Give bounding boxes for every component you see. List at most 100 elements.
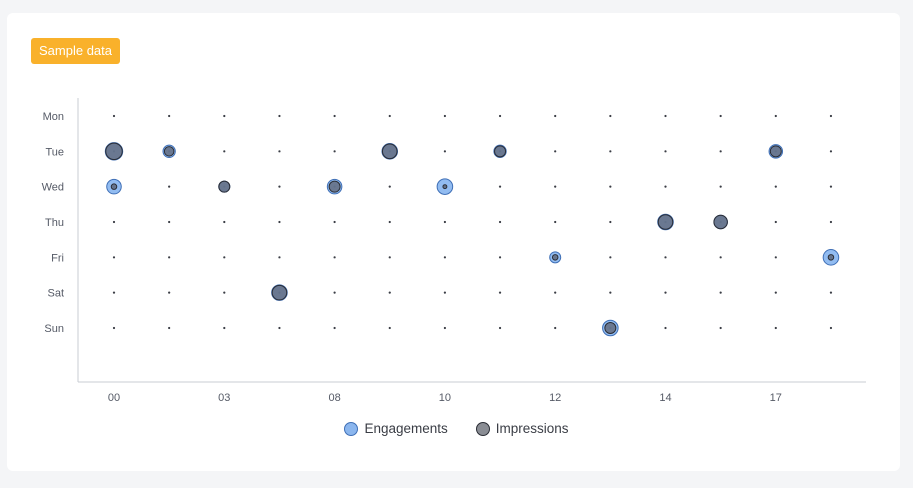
impressions-bubble[interactable]	[218, 180, 231, 193]
sample-data-badge[interactable]: Sample data	[31, 38, 120, 64]
grid-dot	[168, 220, 171, 224]
impressions-bubble[interactable]	[163, 146, 175, 157]
grid-dot	[774, 220, 777, 224]
grid-dot	[829, 150, 833, 153]
grid-dot	[554, 326, 557, 330]
impressions-bubble[interactable]	[551, 254, 559, 261]
impressions-bubble[interactable]	[657, 214, 674, 230]
grid-dot	[554, 114, 557, 118]
legend-label: Engagements	[364, 421, 448, 436]
grid-dot	[223, 256, 226, 259]
grid-dot	[664, 291, 667, 294]
grid-dot	[388, 220, 391, 224]
grid-dot	[443, 326, 446, 330]
grid-dot	[112, 256, 116, 259]
grid-dot	[609, 256, 612, 259]
y-tick-label: Fri	[51, 252, 64, 264]
grid-dot	[774, 326, 777, 330]
grid-dot	[223, 114, 226, 118]
grid-dot	[223, 220, 226, 224]
grid-dot	[554, 185, 557, 188]
grid-dot	[443, 256, 446, 259]
impressions-bubble[interactable]	[271, 284, 288, 301]
grid-dot	[719, 114, 722, 118]
grid-dot	[388, 256, 391, 259]
x-tick-label: 00	[108, 392, 120, 404]
grid-dot	[443, 291, 446, 294]
grid-dot	[498, 326, 502, 330]
impressions-bubble[interactable]	[105, 142, 123, 161]
impressions-bubble[interactable]	[769, 145, 782, 158]
grid-dot	[664, 185, 667, 188]
grid-dot	[223, 150, 226, 153]
grid-dot	[333, 326, 336, 330]
grid-dot	[774, 114, 777, 118]
grid-dot	[829, 185, 833, 188]
grid-dot	[278, 185, 281, 188]
legend-item-engagements[interactable]: Engagements	[344, 421, 448, 436]
grid-dot	[112, 291, 116, 294]
grid-dot	[774, 291, 777, 294]
grid-dot	[443, 220, 446, 224]
grid-dot	[609, 114, 612, 118]
grid-dot	[554, 150, 557, 153]
x-tick-label: 17	[770, 392, 782, 404]
grid-dot	[829, 114, 833, 118]
grid-dot	[443, 114, 446, 118]
grid-dot	[333, 220, 336, 224]
grid-dot	[719, 150, 722, 153]
grid-dot	[829, 326, 833, 330]
impressions-bubble[interactable]	[381, 143, 398, 160]
impressions-bubble[interactable]	[328, 180, 341, 193]
chart-legend: Engagements Impressions	[0, 421, 913, 436]
grid-dot	[333, 291, 336, 294]
grid-dot	[168, 185, 171, 188]
grid-dot	[774, 256, 777, 259]
impressions-bubble[interactable]	[604, 321, 617, 334]
legend-label: Impressions	[495, 421, 569, 436]
grid-dot	[609, 291, 612, 294]
grid-dot	[609, 185, 612, 188]
grid-dot	[168, 291, 171, 294]
grid-dot	[498, 291, 502, 294]
grid-dot	[719, 256, 722, 259]
grid-dot	[664, 114, 667, 118]
grid-dot	[609, 220, 612, 224]
x-tick-label: 12	[549, 392, 561, 404]
grid-dot	[609, 150, 612, 153]
impressions-bubble[interactable]	[713, 214, 728, 230]
legend-item-impressions[interactable]: Impressions	[475, 421, 569, 436]
impressions-bubble[interactable]	[494, 145, 507, 158]
grid-dot	[498, 114, 502, 118]
grid-dot	[664, 326, 667, 330]
impressions-bubble[interactable]	[827, 254, 835, 261]
grid-dot	[664, 150, 667, 153]
y-tick-label: Sun	[44, 323, 64, 335]
grid-dot	[278, 220, 281, 224]
grid-dot	[388, 185, 391, 188]
grid-dot	[719, 291, 722, 294]
grid-dot	[333, 256, 336, 259]
grid-dot	[829, 291, 833, 294]
grid-dot	[223, 291, 226, 294]
grid-dot	[498, 220, 502, 224]
grid-dot	[112, 114, 116, 118]
impressions-bubble[interactable]	[110, 183, 118, 190]
x-tick-label: 08	[328, 392, 340, 404]
grid-dot	[333, 114, 336, 118]
grid-dot	[112, 220, 116, 224]
grid-dot	[168, 114, 171, 118]
grid-dot	[443, 150, 446, 153]
y-tick-label: Tue	[45, 146, 64, 158]
grid-dot	[223, 326, 226, 330]
impressions-bubble[interactable]	[442, 184, 448, 190]
legend-swatch	[344, 421, 359, 436]
grid-dot	[278, 114, 281, 118]
x-tick-label: 10	[439, 392, 451, 404]
grid-dot	[168, 326, 171, 330]
y-tick-label: Mon	[43, 111, 64, 123]
grid-dot	[388, 326, 391, 330]
grid-dot	[388, 291, 391, 294]
grid-dot	[498, 185, 502, 188]
